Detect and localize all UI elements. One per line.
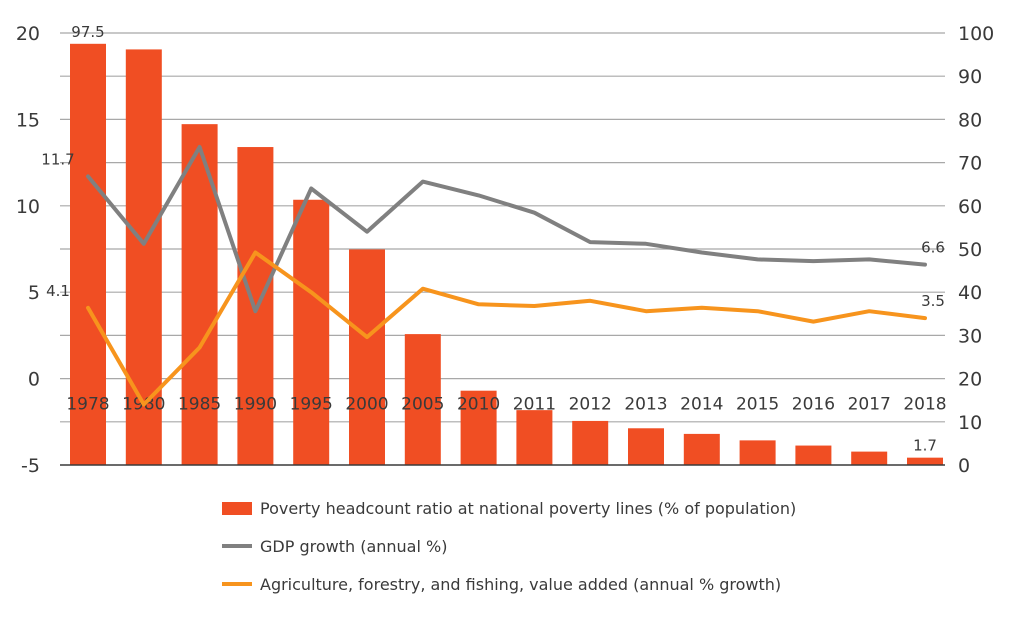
- left-axis-tick-label: 15: [16, 109, 40, 131]
- right-axis-tick-label: 80: [958, 109, 982, 131]
- right-axis-tick-label: 20: [958, 369, 982, 391]
- right-axis-tick-label: 60: [958, 196, 982, 218]
- x-tick-label: 2016: [792, 395, 835, 415]
- bar: [628, 428, 664, 465]
- x-tick-label: 2000: [345, 395, 388, 415]
- left-axis-tick-label: 5: [28, 282, 40, 304]
- bar: [851, 451, 888, 465]
- x-tick-label: 1990: [234, 395, 277, 415]
- legend-label: Agriculture, forestry, and fishing, valu…: [260, 575, 781, 594]
- right-axis-tick-label: 90: [958, 66, 982, 88]
- x-tick-label: 2015: [736, 395, 779, 415]
- left-axis-tick-label: 10: [16, 196, 40, 218]
- bar: [460, 390, 497, 465]
- right-axis-tick-label: 70: [958, 153, 982, 175]
- left-axis-tick-label: 0: [28, 369, 40, 391]
- x-tick-label: 2010: [457, 395, 500, 415]
- bar: [293, 199, 330, 465]
- x-tick-label: 1978: [66, 395, 109, 415]
- bar: [70, 43, 106, 466]
- right-axis-tick-label: 40: [958, 282, 982, 304]
- right-axis-tick-label: 100: [958, 23, 994, 45]
- x-tick-label: 2012: [569, 395, 612, 415]
- x-tick-label: 2018: [903, 395, 946, 415]
- bar: [907, 457, 943, 465]
- right-axis-tick-label: 50: [958, 239, 982, 261]
- bar: [349, 249, 385, 465]
- x-tick-label: 1985: [178, 395, 221, 415]
- x-tick-label: 2014: [680, 395, 723, 415]
- legend-swatch: [222, 502, 252, 515]
- bar: [739, 440, 776, 465]
- right-axis-tick-label: 10: [958, 412, 982, 434]
- x-tick-label: 2005: [401, 395, 444, 415]
- data-label: 3.5: [921, 292, 945, 310]
- bar: [683, 433, 720, 465]
- legend-label: Poverty headcount ratio at national pove…: [260, 499, 796, 518]
- data-label: 1.7: [913, 437, 937, 455]
- bar: [516, 410, 553, 465]
- legend-label: GDP growth (annual %): [260, 537, 447, 556]
- x-tick-label: 2011: [513, 395, 556, 415]
- right-axis-tick-label: 0: [958, 455, 970, 477]
- x-tick-label: 2013: [624, 395, 667, 415]
- x-tick-label: 1995: [290, 395, 333, 415]
- data-label: 97.5: [71, 23, 104, 41]
- left-axis-tick-label: -5: [21, 455, 40, 477]
- bar: [572, 420, 609, 465]
- data-label: 6.6: [921, 239, 945, 257]
- series-line: [86, 250, 927, 407]
- series-line: [86, 145, 927, 314]
- bar: [795, 445, 832, 465]
- bar: [404, 334, 441, 465]
- data-label: 4.1: [46, 282, 70, 300]
- x-tick-label: 2017: [848, 395, 891, 415]
- right-axis-tick-label: 30: [958, 325, 982, 347]
- left-axis-tick-label: 20: [16, 23, 40, 45]
- data-label: 11.7: [41, 150, 74, 168]
- bar: [125, 49, 162, 465]
